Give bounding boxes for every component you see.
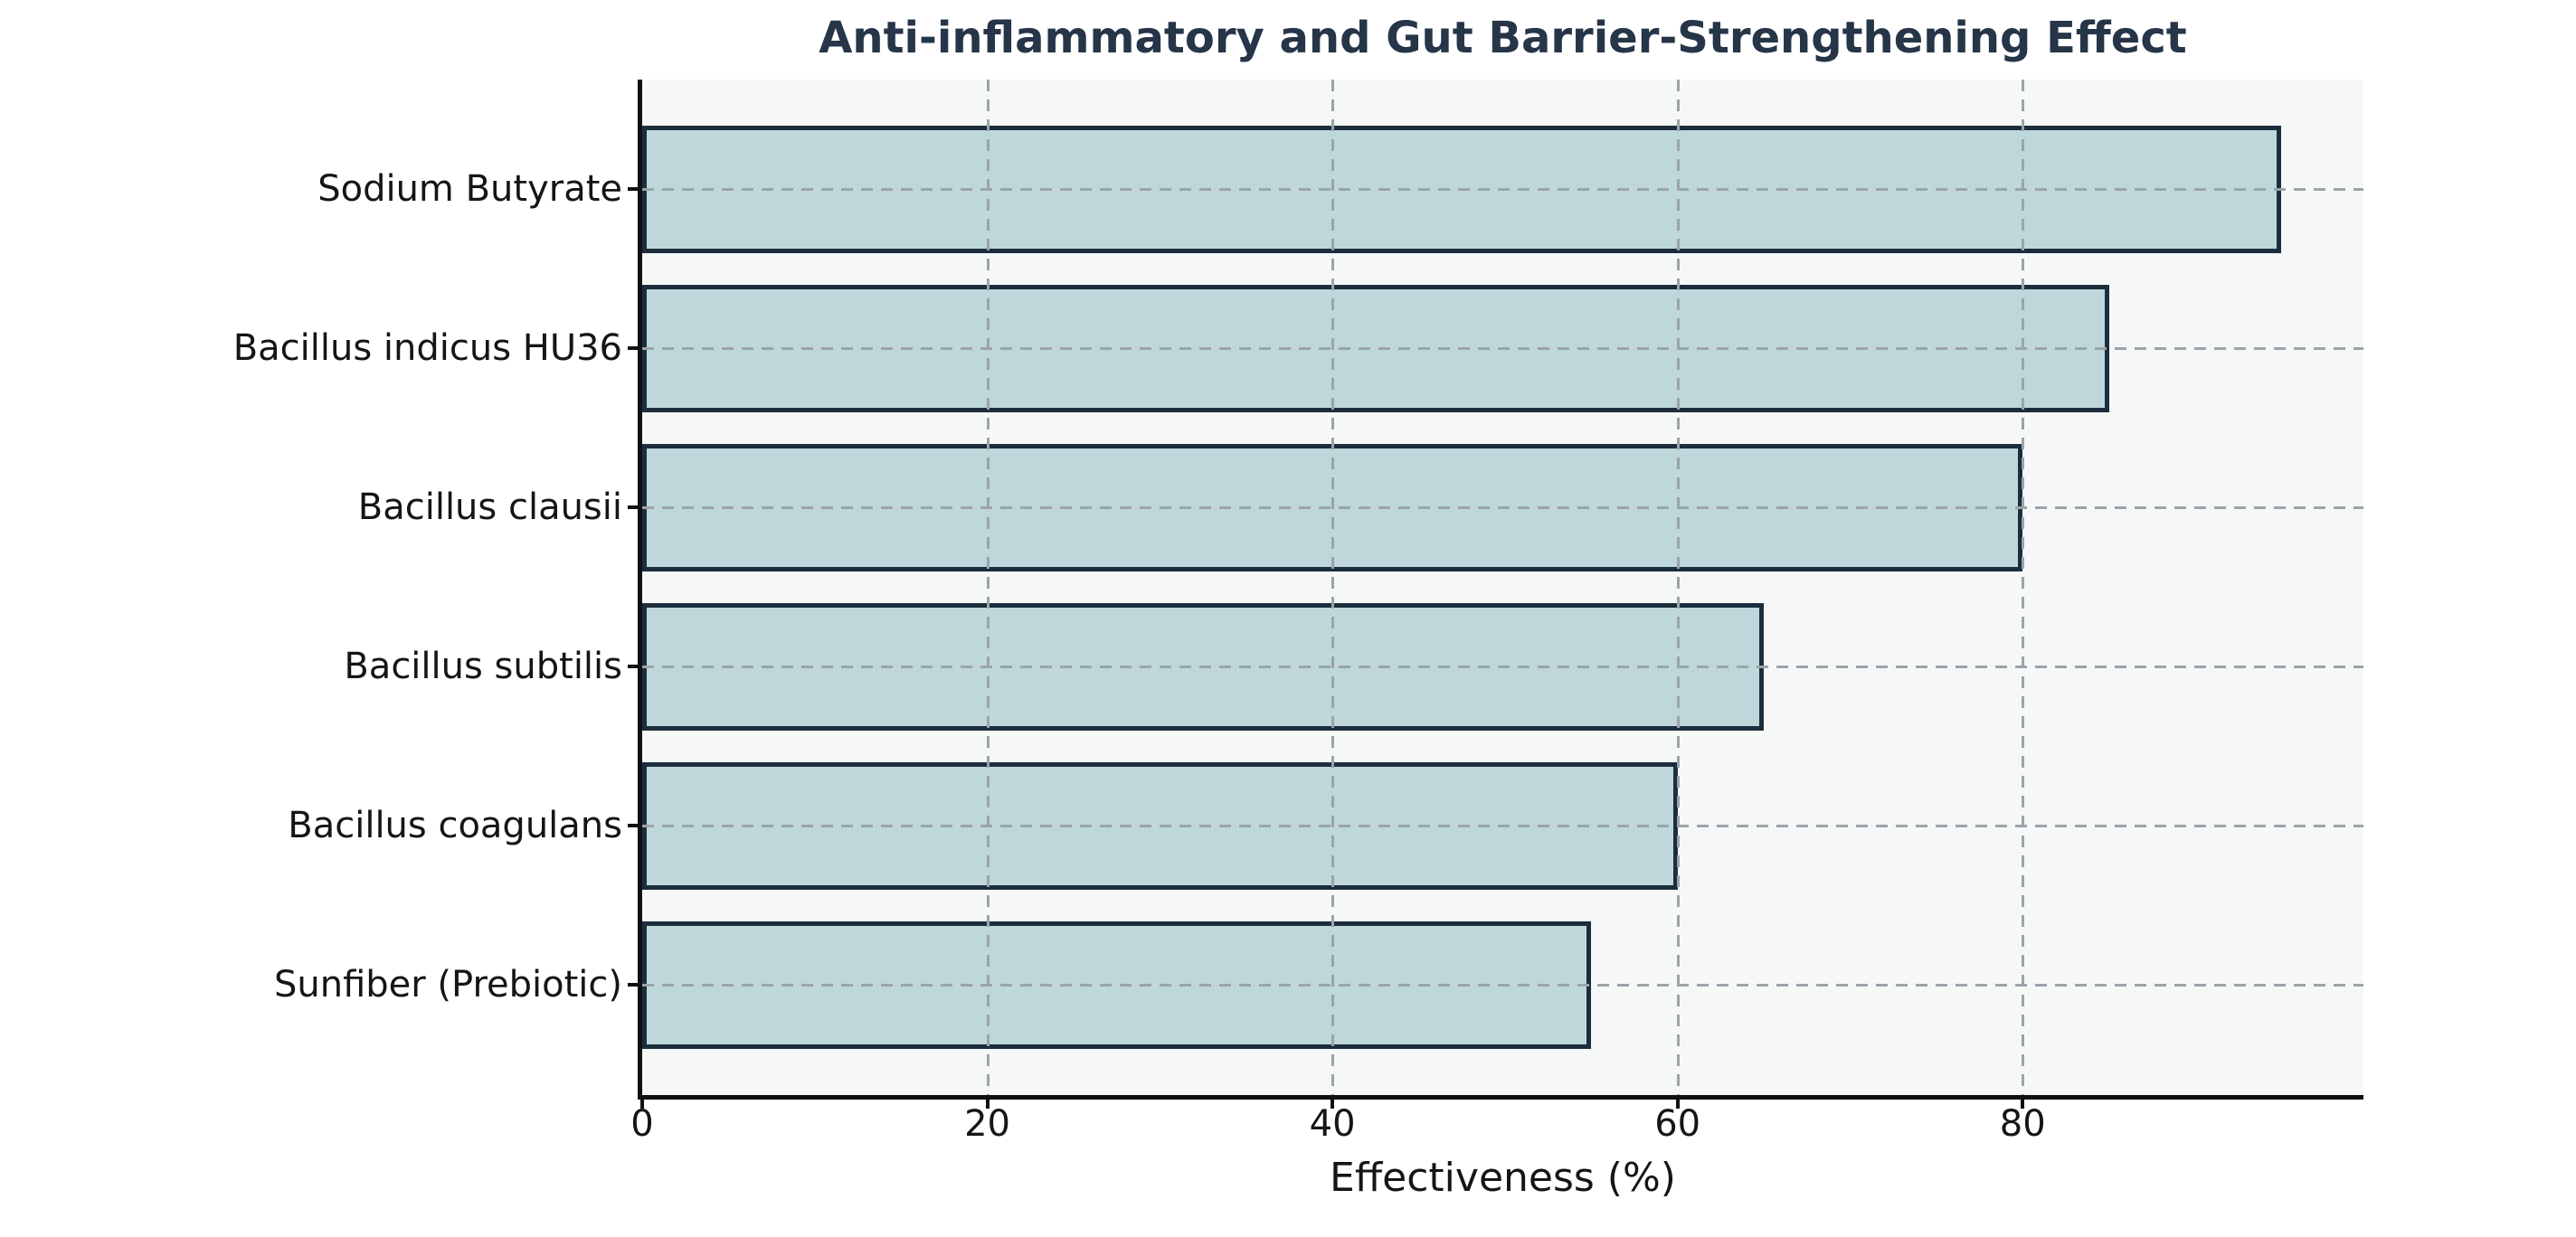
y-tick-label: Sunfiber (Prebiotic) <box>273 964 622 1006</box>
y-tick-mark <box>628 824 642 827</box>
y-tick-mark <box>628 346 642 350</box>
x-tick-mark <box>1331 1095 1335 1109</box>
x-tick-label: 60 <box>1654 1103 1701 1145</box>
chart-title: Anti-inflammatory and Gut Barrier-Streng… <box>819 13 2187 63</box>
x-tick-label: 80 <box>1999 1103 2046 1145</box>
y-tick-label: Bacillus indicus HU36 <box>232 327 622 369</box>
gridline <box>642 188 2363 191</box>
x-tick-mark <box>985 1095 990 1109</box>
y-tick-label: Bacillus clausii <box>357 486 622 528</box>
y-tick-mark <box>628 665 642 668</box>
gridline <box>642 506 2363 509</box>
gridline <box>642 347 2363 350</box>
y-tick-mark <box>628 983 642 987</box>
y-tick-mark <box>628 505 642 509</box>
y-tick-label: Sodium Butyrate <box>317 168 622 210</box>
gridline <box>986 80 990 1095</box>
x-axis-label: Effectiveness (%) <box>1330 1155 1676 1201</box>
x-tick-mark <box>2021 1095 2025 1109</box>
gridline <box>1676 80 1680 1095</box>
y-tick-label: Bacillus subtilis <box>344 646 622 687</box>
x-axis-spine <box>638 1095 2363 1100</box>
y-tick-mark <box>628 187 642 191</box>
gridline <box>642 666 2363 668</box>
x-tick-mark <box>640 1095 644 1109</box>
x-tick-label: 0 <box>630 1103 654 1145</box>
gridline <box>1331 80 1335 1095</box>
x-tick-label: 40 <box>1309 1103 1356 1145</box>
x-tick-mark <box>1675 1095 1680 1109</box>
y-tick-label: Bacillus coagulans <box>288 805 622 846</box>
y-axis-spine <box>638 80 642 1100</box>
gridline <box>2022 80 2025 1095</box>
x-tick-label: 20 <box>964 1103 1010 1145</box>
gridline <box>642 825 2363 827</box>
gridline <box>642 984 2363 987</box>
